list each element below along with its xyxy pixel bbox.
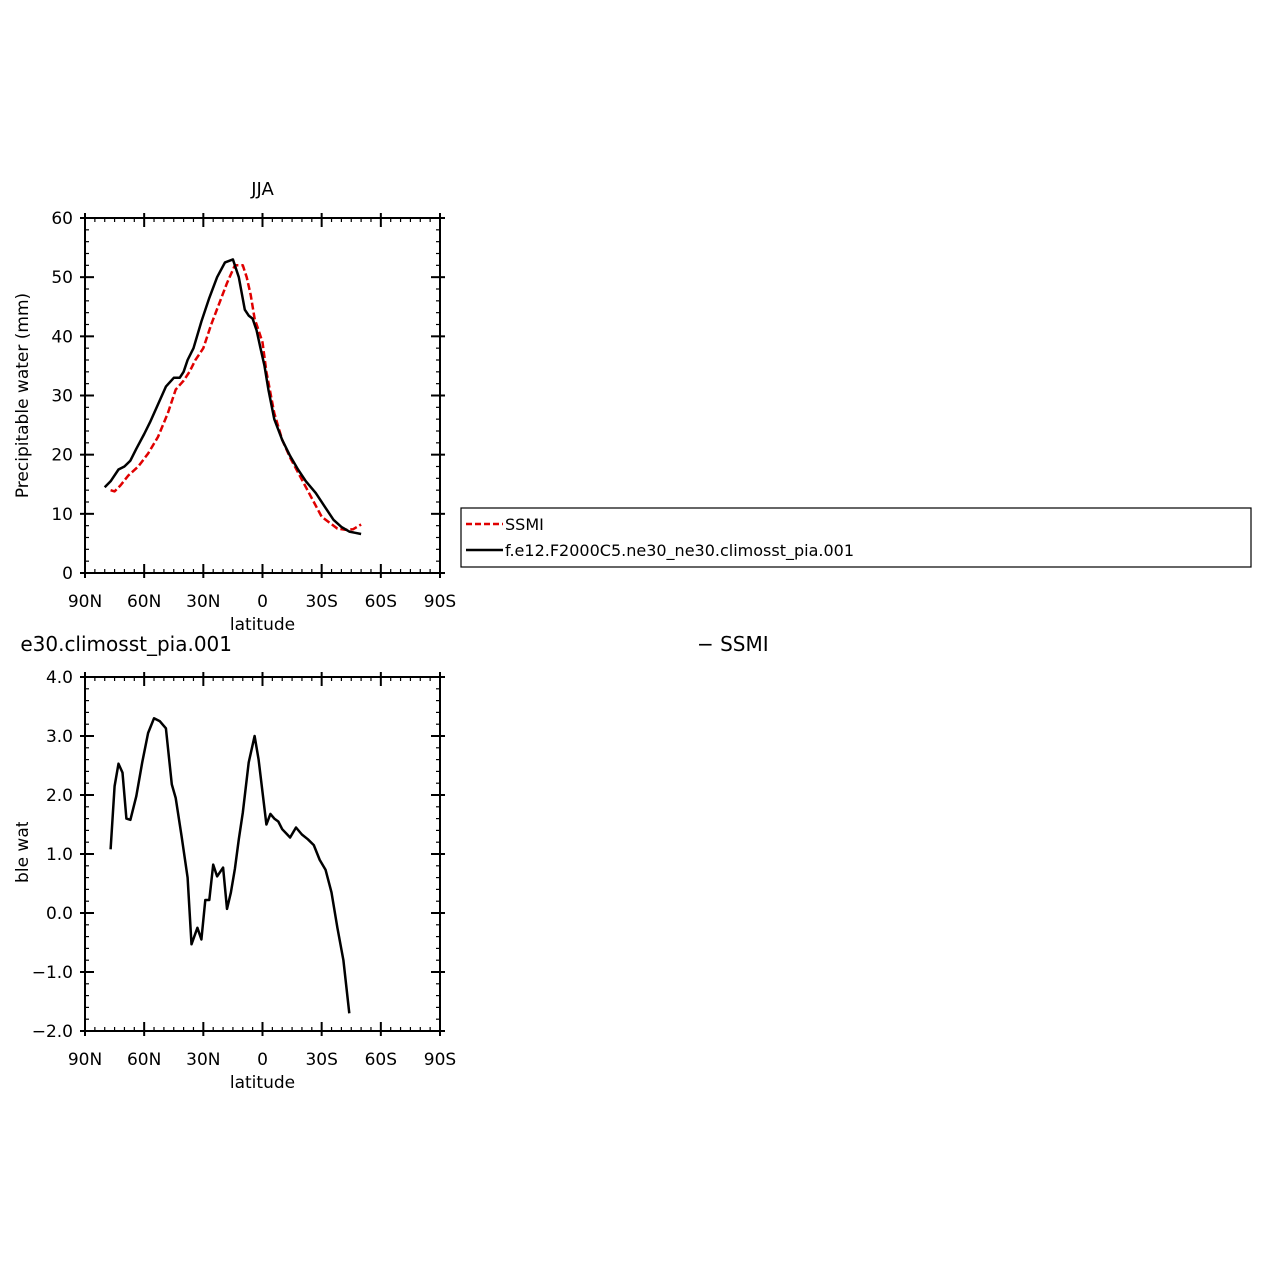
x-tick-label: 30S bbox=[305, 592, 337, 612]
y-tick-label: 1.0 bbox=[46, 845, 73, 865]
y-tick-label: 0.0 bbox=[46, 904, 73, 924]
top-panel: 90N 60N 30N 0 30S 60S 90S 0 10 20 30 40 50 60 latitude… bbox=[13, 179, 456, 635]
x-tick-label: 0 bbox=[257, 1050, 268, 1070]
legend-frame bbox=[460, 507, 1252, 568]
x-tick-label: 30S bbox=[305, 1050, 337, 1070]
x-tick-label: 60N bbox=[127, 1050, 161, 1070]
y-tick-label: 50 bbox=[51, 268, 73, 288]
plot-frame bbox=[84, 676, 441, 1032]
legend-label-ssmi: SSMI bbox=[505, 515, 544, 534]
chart-title-left: e30.climosst_pia.001 bbox=[20, 632, 232, 656]
y-tick-label: 10 bbox=[51, 505, 73, 525]
y-tick-label: 2.0 bbox=[46, 786, 73, 806]
series-line-1-1 bbox=[110, 264, 362, 532]
x-axis-label: latitude bbox=[230, 615, 295, 635]
y-tick-label: 30 bbox=[51, 387, 73, 407]
bottom-panel: 90N 60N 30N 0 30S 60S 90S −2.0 −1.0 0.0 1.0 2.0 3.0 4… bbox=[13, 632, 769, 1093]
x-tick-label: 60N bbox=[127, 592, 161, 612]
series-line-1-2 bbox=[103, 258, 362, 536]
x-axis-label: latitude bbox=[230, 1073, 295, 1093]
x-tick-label: 90N bbox=[68, 1050, 102, 1070]
plot-frame bbox=[84, 217, 441, 574]
y-tick-label: −2.0 bbox=[32, 1022, 73, 1042]
y-tick-label: 4.0 bbox=[46, 668, 73, 688]
y-tick-label: 60 bbox=[51, 209, 73, 229]
legend: SSMI f.e12.F2000C5.ne30_ne30.climosst_pi… bbox=[460, 507, 1252, 568]
x-tick-label: 90S bbox=[424, 592, 456, 612]
y-tick-label: 20 bbox=[51, 446, 73, 466]
legend-label-model: f.e12.F2000C5.ne30_ne30.climosst_pia.001 bbox=[505, 541, 854, 561]
x-tick-label: 30N bbox=[186, 1050, 220, 1070]
y-tick-label: 0 bbox=[62, 564, 73, 584]
y-tick-label: −1.0 bbox=[32, 963, 73, 983]
y-axis-label: Precipitable water (mm) bbox=[13, 293, 33, 498]
x-tick-label: 30N bbox=[186, 592, 220, 612]
x-tick-label: 0 bbox=[257, 592, 268, 612]
x-tick-label: 60S bbox=[365, 592, 397, 612]
y-tick-label: 3.0 bbox=[46, 727, 73, 747]
y-axis-label: Precipitable water (mm) bbox=[13, 751, 33, 956]
x-tick-label: 90S bbox=[424, 1050, 456, 1070]
chart-title-right: − SSMI bbox=[697, 632, 769, 656]
x-tick-label: 60S bbox=[365, 1050, 397, 1070]
chart-title: JJA bbox=[250, 179, 274, 200]
series-line-2-1 bbox=[109, 717, 351, 1014]
y-tick-label: 40 bbox=[51, 327, 73, 347]
x-tick-label: 90N bbox=[68, 592, 102, 612]
